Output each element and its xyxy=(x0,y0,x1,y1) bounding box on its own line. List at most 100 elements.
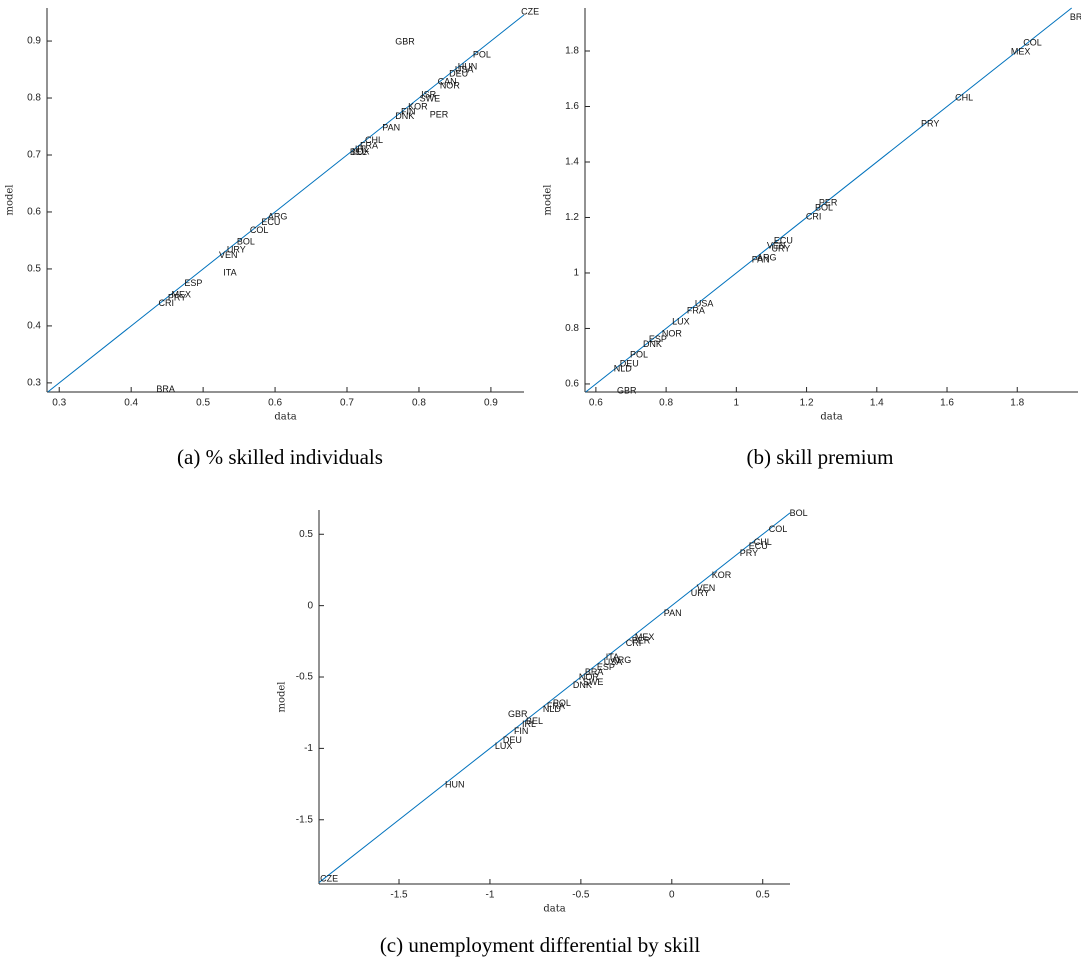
point-label: DEU xyxy=(449,68,468,78)
point-label: BEL xyxy=(526,716,543,726)
point-label: CRI xyxy=(159,298,175,308)
caption: (b) skill premium xyxy=(747,445,894,469)
point-label: CHL xyxy=(955,92,973,102)
y-axis-label: model xyxy=(5,184,16,215)
point-label: BRA xyxy=(1070,12,1081,22)
point-label: ESP xyxy=(184,278,202,288)
point-label: URY xyxy=(771,243,790,253)
x-tick-label: 1.6 xyxy=(940,398,954,409)
point-label: FRA xyxy=(360,140,378,150)
point-label: FIN xyxy=(401,107,416,117)
point-label: URY xyxy=(691,588,710,598)
point-label: GBR xyxy=(395,37,415,47)
point-label: KOR xyxy=(408,102,428,112)
x-tick-label: 1.8 xyxy=(1010,398,1024,409)
point-label: ECU xyxy=(261,217,280,227)
y-tick-label: 0.5 xyxy=(299,529,313,540)
point-label: ITA xyxy=(606,652,619,662)
x-tick-label: 0.8 xyxy=(412,398,426,409)
x-tick-label: 0.5 xyxy=(756,890,770,901)
point-label: POL xyxy=(553,698,571,708)
point-label: CHL xyxy=(365,135,383,145)
point-label: COL xyxy=(769,524,788,534)
point-label: ARG xyxy=(268,211,288,221)
point-label: ESP xyxy=(649,334,667,344)
point-label: BOL xyxy=(790,508,808,518)
y-tick-label: 0 xyxy=(307,600,313,611)
point-label: ARG xyxy=(757,252,777,262)
x-tick-label: 0.6 xyxy=(589,398,603,409)
y-tick-label: 0.6 xyxy=(565,379,579,390)
x-tick-label: 0.8 xyxy=(659,398,673,409)
point-label: BEL xyxy=(350,147,367,157)
point-label: PAN xyxy=(382,123,400,133)
point-label: CRI xyxy=(806,211,822,221)
point-label: GBR xyxy=(617,385,637,395)
point-label: NLD xyxy=(543,704,562,714)
point-label: BOL xyxy=(815,202,833,212)
point-label: ITA xyxy=(223,267,236,277)
y-tick-label: 0.6 xyxy=(27,207,41,218)
point-label: DEU xyxy=(620,358,639,368)
y-tick-label: -1 xyxy=(304,743,313,754)
point-label: URY xyxy=(227,245,246,255)
y-tick-label: 1 xyxy=(573,268,579,279)
point-label: PRY xyxy=(740,548,758,558)
x-axis-label: data xyxy=(543,904,565,915)
point-label: COL xyxy=(1023,37,1042,47)
caption: (c) unemployment differential by skill xyxy=(380,933,701,957)
point-label: PER xyxy=(819,197,838,207)
x-tick-label: 1.4 xyxy=(870,398,884,409)
y-tick-label: 0.8 xyxy=(27,93,41,104)
point-label: VEN xyxy=(697,583,716,593)
point-label: FRA xyxy=(547,701,565,711)
point-label: ECU xyxy=(774,235,793,245)
point-label: ECU xyxy=(749,541,768,551)
point-label: PAN xyxy=(664,608,682,618)
point-label: BRA xyxy=(156,384,175,394)
point-label: FIN xyxy=(514,726,529,736)
y-tick-label: -1.5 xyxy=(296,814,314,825)
y-tick-label: -0.5 xyxy=(296,672,314,683)
y-tick-label: 0.7 xyxy=(27,150,41,161)
point-label: SWE xyxy=(583,677,604,687)
point-label: MEX xyxy=(1011,46,1031,56)
y-tick-label: 0.9 xyxy=(27,36,41,47)
point-label: USA xyxy=(604,657,623,667)
point-label: CHL xyxy=(754,537,772,547)
y-tick-label: 0.8 xyxy=(565,323,579,334)
point-label: BOL xyxy=(237,237,255,247)
point-label: BRA xyxy=(585,667,604,677)
point-label: DNK xyxy=(643,339,662,349)
point-label: CRI xyxy=(626,638,642,648)
point-label: FRA xyxy=(687,305,705,315)
reference-line xyxy=(585,7,1072,393)
x-tick-label: 0.9 xyxy=(484,398,498,409)
point-label: HUN xyxy=(458,62,478,72)
point-label: DEU xyxy=(503,735,522,745)
point-label: SWE xyxy=(420,94,441,104)
point-label: ISR xyxy=(421,90,437,100)
point-label: NOR xyxy=(662,328,683,338)
point-label: DNK xyxy=(395,111,414,121)
x-tick-label: 1 xyxy=(734,398,740,409)
point-label: NLD xyxy=(614,363,633,373)
x-tick-label: 0.4 xyxy=(124,398,138,409)
point-label: KOR xyxy=(712,570,732,580)
y-tick-label: 1.4 xyxy=(565,157,579,168)
point-label: CZE xyxy=(320,874,338,884)
point-label: POL xyxy=(630,349,648,359)
point-label: HUN xyxy=(445,780,465,790)
x-tick-label: 0 xyxy=(669,890,675,901)
point-label: LUX xyxy=(352,147,370,157)
point-label: DNK xyxy=(573,680,592,690)
point-label: LUX xyxy=(672,316,690,326)
point-label: PER xyxy=(632,636,651,646)
point-label: VEN xyxy=(767,240,786,250)
y-axis-label: model xyxy=(543,184,554,215)
point-label: VEN xyxy=(219,250,238,260)
point-label: ESP xyxy=(597,662,615,672)
y-tick-label: 1.2 xyxy=(565,212,579,223)
point-label: CAN xyxy=(438,76,457,86)
x-tick-label: -0.5 xyxy=(572,890,590,901)
